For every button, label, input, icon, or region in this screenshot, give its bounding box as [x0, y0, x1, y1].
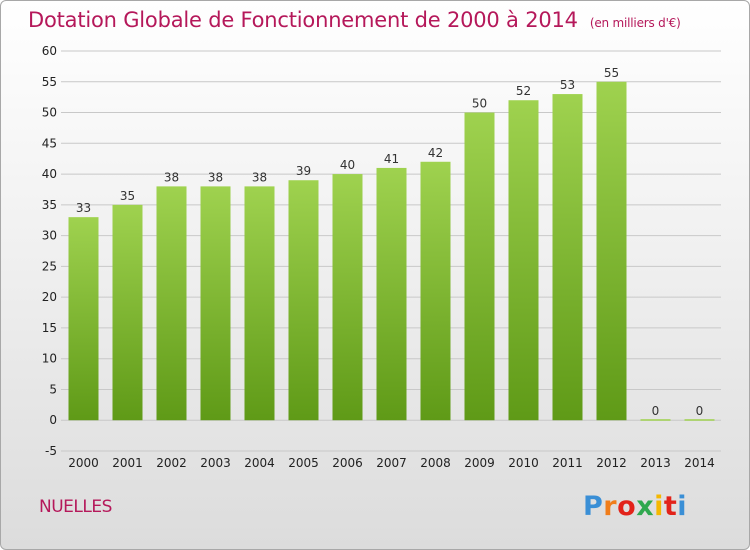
y-tick-label: 5	[49, 382, 57, 396]
value-label-2006: 40	[340, 158, 355, 172]
x-tick-label-2005: 2005	[288, 456, 319, 470]
bar-2011	[552, 94, 583, 421]
value-label-2011: 53	[560, 78, 575, 92]
y-axis-ticks: -5 0 5 10 15 20 25 30 35 40 45 50 55 60	[42, 44, 57, 458]
bar-2002	[156, 186, 187, 421]
logo-letter: t	[663, 491, 678, 522]
x-tick-label-2010: 2010	[508, 456, 539, 470]
bar-2000	[68, 217, 99, 421]
y-tick-label: 55	[42, 75, 57, 89]
value-label-2002: 38	[164, 170, 179, 184]
x-tick-label-2007: 2007	[376, 456, 407, 470]
bar-2013	[640, 419, 671, 421]
x-tick-label-2004: 2004	[244, 456, 275, 470]
bar-2001	[112, 204, 143, 421]
bar-2006	[332, 174, 363, 421]
x-axis-ticks: 2000 2001 2002 2003 2004 2005 2006 2007 2008 2009…	[68, 456, 715, 470]
value-label-2001: 35	[120, 189, 135, 203]
x-tick-label-2001: 2001	[112, 456, 143, 470]
y-tick-label: 25	[42, 259, 57, 273]
x-tick-label-2012: 2012	[596, 456, 627, 470]
x-tick-label-2013: 2013	[640, 456, 671, 470]
x-tick-label-2011: 2011	[552, 456, 583, 470]
bar-2014	[684, 419, 715, 421]
bar-2012	[596, 81, 627, 421]
value-label-2004: 38	[252, 170, 267, 184]
y-tick-label: 45	[42, 136, 57, 150]
x-tick-label-2000: 2000	[68, 456, 99, 470]
value-label-2003: 38	[208, 170, 223, 184]
value-label-2012: 55	[604, 66, 619, 80]
y-tick-label: 20	[42, 290, 57, 304]
bar-2004	[244, 186, 275, 421]
bar-2005	[288, 180, 319, 421]
value-label-2009: 50	[472, 97, 487, 111]
y-tick-label: 30	[42, 229, 57, 243]
y-tick-label: 0	[49, 413, 57, 427]
x-tick-label-2008: 2008	[420, 456, 451, 470]
bar-2007	[376, 167, 407, 421]
y-tick-label: 35	[42, 198, 57, 212]
logo-letter: r	[603, 491, 618, 522]
bar-2008	[420, 161, 451, 421]
x-tick-label-2014: 2014	[684, 456, 715, 470]
x-tick-label-2002: 2002	[156, 456, 187, 470]
value-label-2013: 0	[652, 404, 660, 418]
y-tick-label: 50	[42, 106, 57, 120]
logo-letter: i	[654, 491, 664, 522]
bar-2009	[464, 112, 495, 421]
x-tick-label-2006: 2006	[332, 456, 363, 470]
x-tick-label-2003: 2003	[200, 456, 231, 470]
value-label-2007: 41	[384, 152, 399, 166]
value-label-2005: 39	[296, 164, 311, 178]
y-tick-label: -5	[45, 444, 57, 458]
chart-unit: (en milliers d'€)	[589, 16, 681, 30]
x-tick-label-2009: 2009	[464, 456, 495, 470]
logo-letter: o	[617, 491, 637, 522]
logo-letter: x	[636, 491, 655, 522]
value-label-2014: 0	[696, 404, 704, 418]
proxiti-logo[interactable]: Proxiti	[583, 491, 687, 522]
y-tick-label: 40	[42, 167, 57, 181]
logo-letter: i	[677, 491, 688, 522]
value-label-2000: 33	[76, 201, 91, 215]
value-label-2008: 42	[428, 146, 443, 160]
value-label-2010: 52	[516, 84, 531, 98]
y-tick-label: 15	[42, 321, 57, 335]
bar-2003	[200, 186, 231, 421]
y-tick-label: 10	[42, 352, 57, 366]
logo-letter: P	[583, 491, 604, 522]
chart-title-text: Dotation Globale de Fonctionnement de 20…	[28, 8, 578, 32]
commune-name: NUELLES	[39, 497, 112, 517]
y-tick-label: 60	[42, 44, 57, 58]
chart-title: Dotation Globale de Fonctionnement de 20…	[28, 8, 681, 32]
bar-2010	[508, 100, 539, 421]
bars: 33 35 38 38 38 39 40 41 42 50 52 53 55 0 0	[68, 66, 715, 421]
